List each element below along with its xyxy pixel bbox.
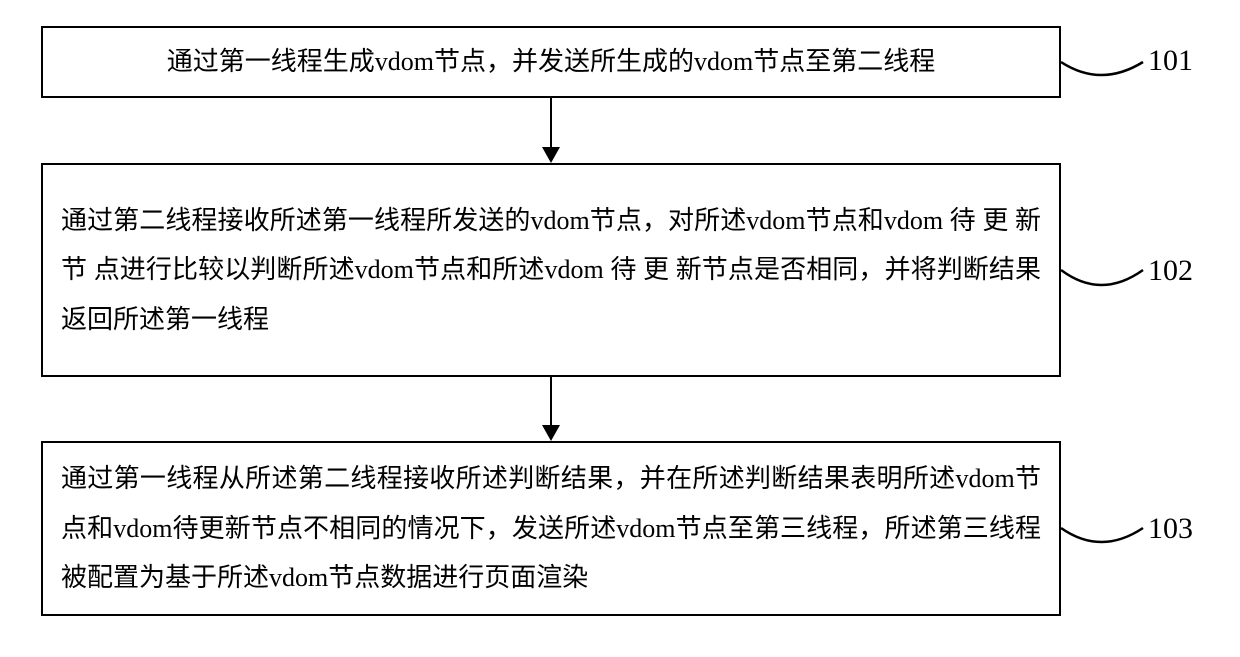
connector-2 <box>1061 248 1146 303</box>
connector-3 <box>1061 506 1146 561</box>
flowchart-canvas: 通过第一线程生成vdom节点，并发送所生成的vdom节点至第二线程 101 通过… <box>0 0 1240 657</box>
arrow-2-3-head <box>542 425 560 441</box>
flow-step-3: 通过第一线程从所述第二线程接收所述判断结果，并在所述判断结果表明所述vdom节点… <box>41 441 1061 616</box>
flow-step-1-text: 通过第一线程生成vdom节点，并发送所生成的vdom节点至第二线程 <box>61 37 1041 86</box>
arrow-1-2-head <box>542 147 560 163</box>
flow-step-1: 通过第一线程生成vdom节点，并发送所生成的vdom节点至第二线程 <box>41 26 1061 98</box>
flow-step-3-text: 通过第一线程从所述第二线程接收所述判断结果，并在所述判断结果表明所述vdom节点… <box>61 454 1041 602</box>
flow-step-3-label: 103 <box>1148 512 1193 546</box>
arrow-1-2-line <box>550 98 552 147</box>
flow-step-2-text: 通过第二线程接收所述第一线程所发送的vdom节点，对所述vdom节点和vdom … <box>61 196 1041 344</box>
flow-step-2-label: 102 <box>1148 254 1193 288</box>
arrow-2-3-line <box>550 377 552 425</box>
flow-step-1-label: 101 <box>1148 44 1193 78</box>
connector-1 <box>1061 40 1146 90</box>
flow-step-2: 通过第二线程接收所述第一线程所发送的vdom节点，对所述vdom节点和vdom … <box>41 163 1061 377</box>
